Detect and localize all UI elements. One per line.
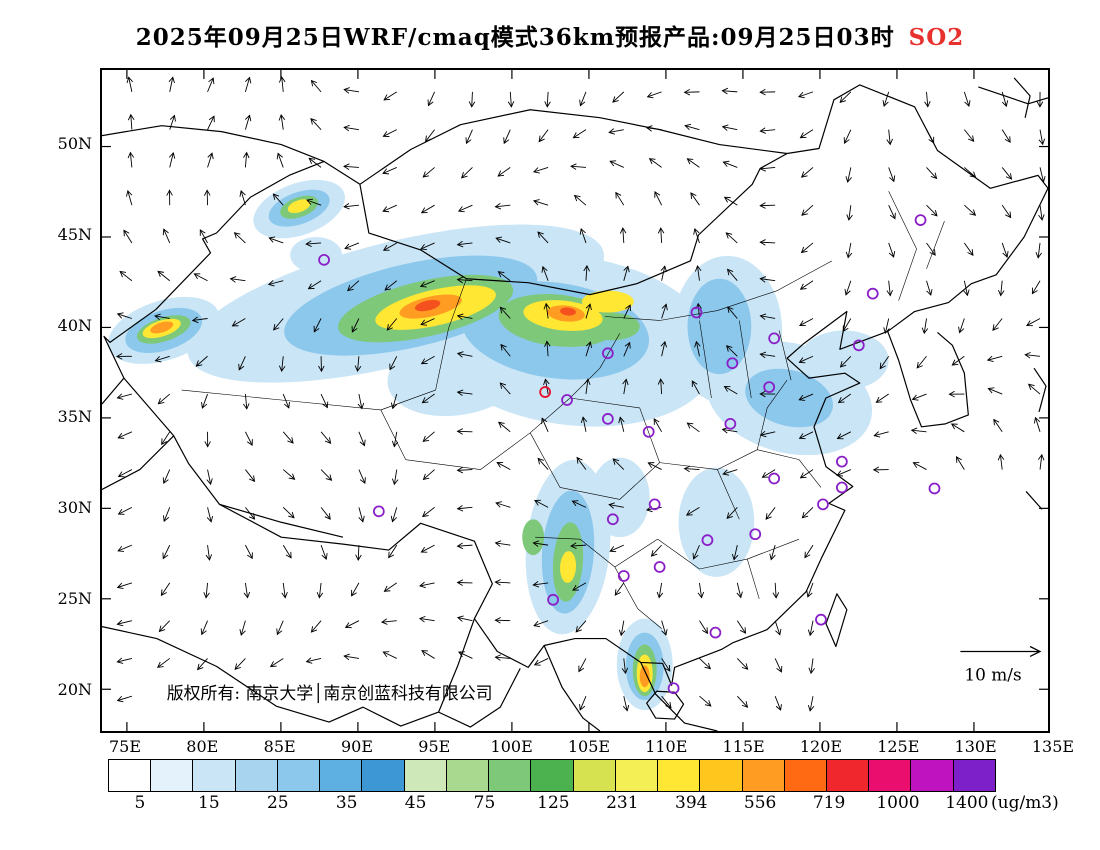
lat-tick-label: 20N	[57, 680, 92, 699]
colorbar-cell	[446, 760, 490, 791]
india-border	[102, 435, 175, 490]
hainan-island	[646, 690, 685, 720]
lon-tick-label: 105E	[567, 737, 611, 756]
colorbar-tick-label: 75	[473, 793, 496, 813]
lon-tick-label: 135E	[1031, 737, 1075, 756]
station-markers	[318, 214, 941, 695]
south-asia-coast	[102, 626, 521, 728]
colorbar-cell	[953, 760, 995, 791]
colorbar-cell	[109, 760, 152, 791]
title-pollutant: SO2	[908, 24, 965, 51]
colorbar-tick-label: 1400	[945, 793, 989, 813]
colorbar-tick-label: 25	[266, 793, 289, 813]
russia-line	[978, 86, 1048, 105]
lat-tick-label: 50N	[57, 134, 92, 153]
colorbar-tick-label: 125	[537, 793, 570, 813]
colorbar-cell	[151, 760, 194, 791]
lon-tick-label: 90E	[340, 737, 374, 756]
myanmar-coast	[438, 618, 475, 713]
wind-reference-arrowhead	[1029, 645, 1042, 658]
colorbar	[108, 759, 996, 792]
colorbar-tick-label: 15	[198, 793, 220, 813]
wind-reference-label: 10 m/s	[964, 664, 1021, 684]
colorbar-cell	[404, 760, 447, 791]
axis-ticks	[102, 70, 1048, 731]
colorbar-tick-label: 231	[606, 793, 639, 813]
lon-tick-label: 95E	[418, 737, 451, 756]
wind-vectors	[116, 76, 1046, 712]
china-map: 版权所有: 南京大学│南京创蓝科技有限公司 10 m/s	[102, 70, 1048, 731]
japan-coast-2	[1025, 491, 1043, 510]
korea-coast	[887, 331, 969, 428]
colorbar-tick-label: 35	[335, 793, 358, 813]
lon-tick-label: 110E	[645, 737, 688, 756]
lon-tick-label: 100E	[490, 737, 533, 756]
wind-reference: 10 m/s	[960, 645, 1042, 684]
colorbar-cell	[658, 760, 701, 791]
coastlines	[102, 77, 1048, 731]
colorbar-cell	[531, 760, 574, 791]
lon-tick-label: 75E	[108, 737, 142, 756]
colorbar-cell	[869, 760, 912, 791]
colorbar-cell	[742, 760, 785, 791]
province-borders	[181, 191, 945, 629]
map-plot: 版权所有: 南京大学│南京创蓝科技有限公司 10 m/s	[100, 68, 1050, 733]
lat-tick-label: 30N	[57, 498, 92, 517]
colorbar-tick-label: 394	[675, 793, 708, 813]
lon-tick-label: 125E	[877, 737, 920, 756]
colorbar-unit: (ug/m3)	[991, 793, 1059, 813]
colorbar-cell	[320, 760, 363, 791]
lat-tick-label: 40N	[57, 316, 92, 335]
title-text: 2025年09月25日WRF/cmaq模式36km预报产品:09月25日03时	[135, 24, 895, 51]
colorbar-cell	[615, 760, 659, 791]
colorbar-cell	[784, 760, 827, 791]
colorbar-cell	[489, 760, 532, 791]
kazakh-border	[102, 125, 325, 163]
lon-tick-label: 115E	[722, 737, 765, 756]
lon-tick-label: 130E	[954, 737, 997, 756]
copyright-text: 版权所有: 南京大学│南京创蓝科技有限公司	[167, 683, 493, 704]
colorbar-tick-label: 556	[743, 793, 777, 813]
colorbar-cell	[362, 760, 405, 791]
colorbar-cell	[700, 760, 743, 791]
japan-coast-1	[1033, 367, 1047, 413]
taiwan-island	[825, 593, 848, 648]
laos-border	[543, 645, 601, 731]
mongolia-north-border	[359, 109, 788, 185]
lon-tick-label: 120E	[799, 737, 843, 756]
colorbar-tick-label: 5	[134, 793, 146, 813]
colorbar-cell	[826, 760, 870, 791]
lon-tick-label: 85E	[263, 737, 296, 756]
pakistan-border	[102, 377, 125, 405]
lat-tick-label: 35N	[57, 407, 92, 426]
lat-tick-label: 25N	[57, 589, 92, 608]
colorbar-cell	[911, 760, 954, 791]
concentration-contours	[108, 179, 889, 711]
nepal-border	[219, 503, 344, 538]
colorbar-tick-label: 719	[812, 793, 846, 813]
figure-title: 2025年09月25日WRF/cmaq模式36km预报产品:09月25日03时 S…	[0, 18, 1100, 52]
china-outline	[103, 84, 1048, 686]
lon-tick-label: 80E	[186, 737, 219, 756]
colorbar-tick-label: 45	[404, 793, 427, 813]
vietnam-coast	[640, 662, 718, 731]
lat-tick-label: 45N	[57, 225, 92, 244]
sakhalin-line	[1013, 77, 1031, 118]
colorbar-cell	[235, 760, 278, 791]
colorbar-cell	[193, 760, 236, 791]
colorbar-cell	[573, 760, 616, 791]
colorbar-tick-label: 1000	[876, 793, 920, 813]
colorbar-cell	[277, 760, 321, 791]
